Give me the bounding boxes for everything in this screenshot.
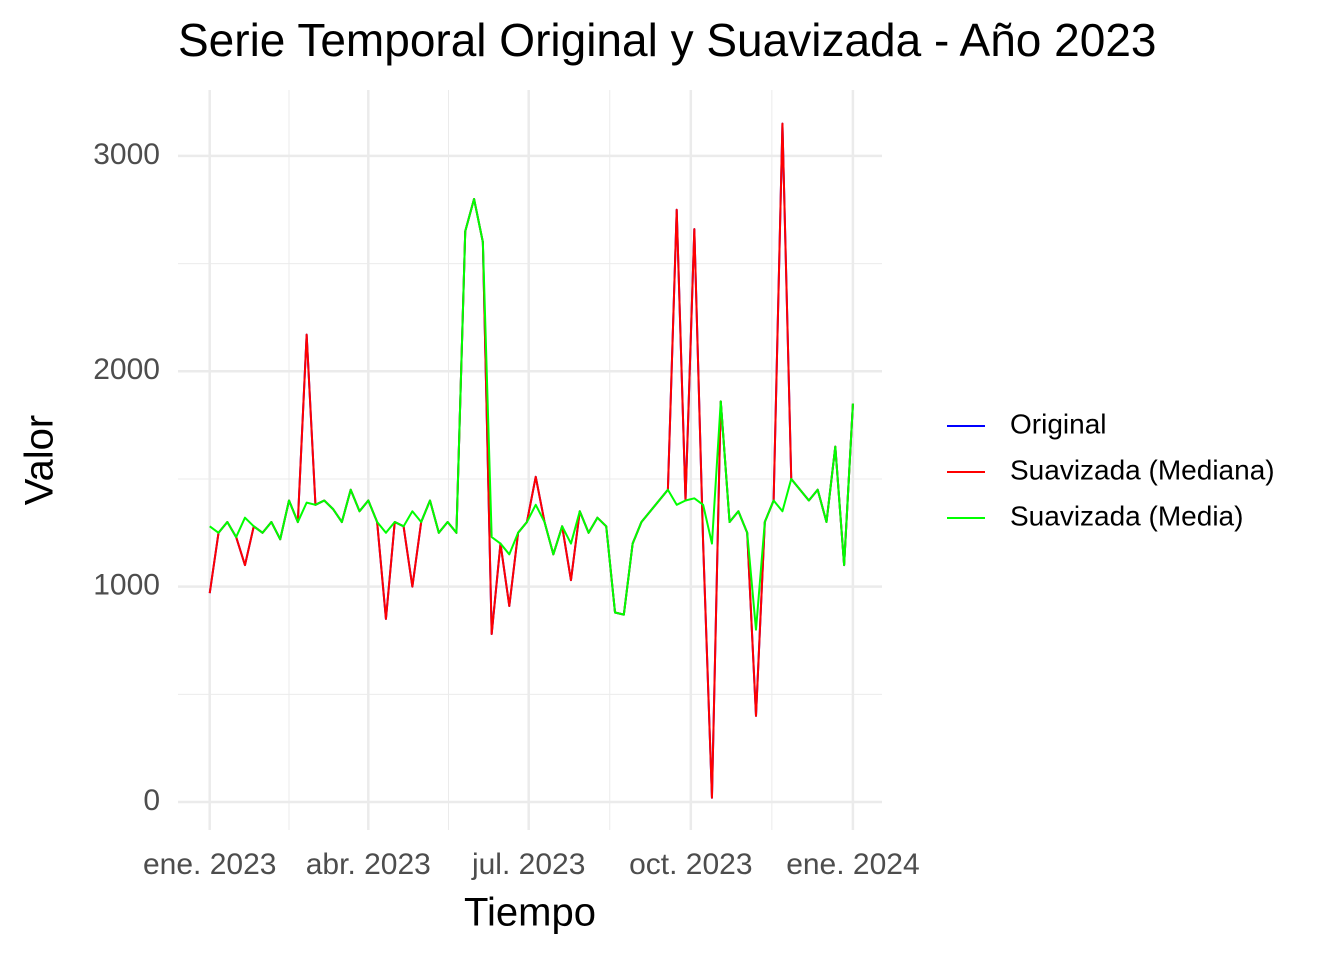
chart-title: Serie Temporal Original y Suavizada - Añ… — [178, 14, 1157, 66]
legend-label: Original — [1010, 408, 1106, 439]
series-line — [209, 197, 854, 631]
y-tick-label: 0 — [143, 784, 160, 817]
x-tick-label: ene. 2023 — [143, 848, 276, 881]
y-axis-title: Valor — [18, 415, 62, 505]
y-tick-label: 1000 — [93, 569, 160, 602]
legend-label: Suavizada (Mediana) — [1010, 454, 1275, 485]
x-tick-label: abr. 2023 — [306, 848, 431, 881]
x-axis-title: Tiempo — [464, 891, 596, 935]
y-tick-label: 3000 — [93, 138, 160, 171]
legend-label: Suavizada (Media) — [1010, 500, 1243, 531]
x-tick-label: jul. 2023 — [471, 848, 585, 881]
x-tick-label: ene. 2024 — [786, 848, 919, 881]
series-line — [208, 122, 854, 799]
y-tick-label: 2000 — [93, 353, 160, 386]
x-tick-label: oct. 2023 — [629, 848, 752, 881]
